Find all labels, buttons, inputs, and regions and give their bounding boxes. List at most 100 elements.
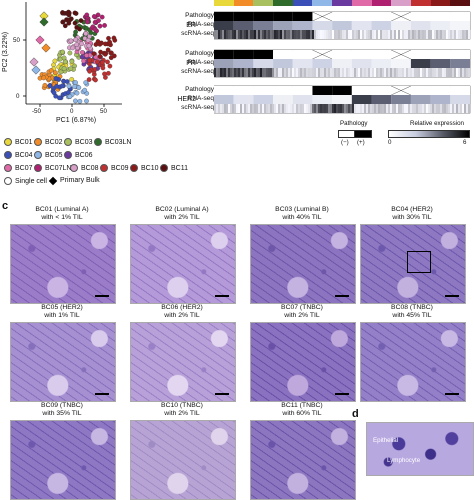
legend-swatch (4, 164, 12, 172)
scrna-seq-stripe (230, 68, 233, 77)
single-cell-point (79, 54, 85, 60)
sample-color-segment (312, 0, 333, 6)
scrna-seq-stripe (328, 104, 331, 113)
single-cell-point (64, 17, 69, 23)
scrna-seq-stripe (456, 68, 459, 77)
rna-seq-cell (410, 21, 431, 30)
rna-seq-cell (430, 95, 451, 104)
scrna-seq-stripe (404, 104, 407, 113)
scrna-seq-stripe (250, 68, 253, 77)
scrna-seq-stripe (324, 30, 327, 39)
scrna-seq-stripe (356, 104, 359, 113)
scrna-seq-stripe (362, 68, 365, 77)
scrna-seq-stripe (398, 30, 401, 39)
panel-d-letter: d (352, 408, 359, 420)
rna-seq-cell (273, 59, 293, 68)
scrna-seq-stripe (402, 68, 405, 77)
scrna-seq-stripe (416, 30, 419, 39)
scrna-seq-stripe (350, 104, 353, 113)
scrna-seq-stripe (392, 30, 395, 39)
x-tick-neg50: -50 (32, 108, 41, 115)
scrna-seq-stripe (310, 68, 313, 77)
single-cell-point (86, 77, 92, 82)
scrna-seq-stripe (274, 68, 277, 77)
scrna-seq-stripe (456, 104, 459, 113)
scrna-seq-stripe (380, 104, 383, 113)
scrna-seq-stripe (424, 30, 427, 39)
scrna-seq-stripe (316, 104, 319, 113)
scrna-seq-stripe (388, 68, 391, 77)
scrna-seq-stripe (404, 68, 407, 77)
scrna-seq-stripe (236, 104, 239, 113)
scrna-seq-stripe (232, 68, 235, 77)
sample-color-header (214, 0, 470, 6)
scrna-seq-stripe (272, 68, 275, 77)
scrna-seq-stripe (288, 104, 291, 113)
scrna-seq-stripe (246, 104, 249, 113)
scrna-seq-stripe (446, 68, 449, 77)
scrna-seq-stripe (270, 68, 273, 77)
scrna-seq-stripe (338, 68, 341, 77)
scrna-seq-stripe (452, 68, 455, 77)
scrna-seq-stripe (352, 104, 355, 113)
scrna-seq-stripe (334, 104, 337, 113)
scrna-seq-stripe (376, 104, 379, 113)
scrna-seq-stripe (322, 104, 325, 113)
scrna-seq-stripe (278, 68, 281, 77)
scrna-seq-stripe (276, 30, 279, 39)
single-cell-point (60, 19, 66, 25)
scrna-seq-stripe (410, 68, 413, 77)
scrna-seq-stripe (294, 68, 297, 77)
scrna-seq-stripe (318, 68, 321, 77)
scrna-seq-stripe (382, 68, 385, 77)
scrna-seq-stripe (396, 68, 399, 77)
scrna-seq-stripe (268, 104, 271, 113)
single-cell-point (112, 37, 118, 43)
single-cell-point (67, 50, 73, 56)
pathology-cell (332, 50, 352, 59)
scrna-seq-stripe (408, 30, 411, 39)
scrna-seq-stripe (330, 30, 333, 39)
scrna-seq-stripe (434, 68, 437, 77)
single-cell-point (107, 39, 113, 45)
scrna-seq-stripe (462, 104, 465, 113)
sample-color-segment (430, 0, 451, 6)
scrna-seq-stripe (314, 68, 317, 77)
legend-label: BC05 (45, 151, 63, 159)
scrna-seq-stripe (302, 30, 305, 39)
scrna-seq-stripe (228, 68, 231, 77)
scrna-seq-stripe (410, 30, 413, 39)
rna-seq-cell (233, 95, 254, 104)
single-cell-point (53, 76, 59, 81)
scrna-seq-stripe (302, 68, 305, 77)
pathology-cell (351, 12, 372, 21)
legend-label: BC07LN (45, 164, 72, 172)
single-cell-point (91, 14, 97, 19)
sample-color-segment (351, 0, 372, 6)
scrna-seq-stripe (364, 104, 367, 113)
scrna-seq-stripe (224, 68, 227, 77)
single-cell-point (83, 80, 89, 85)
scrna-seq-stripe (290, 30, 293, 39)
scrna-seq-stripe (296, 104, 299, 113)
single-cell-point (59, 83, 65, 89)
scrna-seq-stripe (292, 104, 295, 113)
scrna-seq-stripe (374, 30, 377, 39)
scrna-seq-stripe (460, 30, 463, 39)
scrna-seq-stripe (246, 30, 249, 39)
scrna-seq-stripe (450, 30, 453, 39)
scrna-seq-stripe (322, 68, 325, 77)
scrna-seq-stripe (448, 104, 451, 113)
scrna-seq-stripe (428, 68, 431, 77)
scrna-seq-stripe (244, 30, 247, 39)
scrna-seq-stripe (306, 104, 309, 113)
histology-caption-title: BC10 (TNBC) (161, 402, 203, 409)
pathology-cell (410, 50, 431, 59)
single-cell-point (66, 9, 71, 15)
histology-caption: BC02 (Luminal A) with 2% TIL (128, 206, 236, 222)
scrna-seq-stripe (238, 104, 241, 113)
row-label: RNA-seq (187, 59, 214, 66)
scrna-seq-stripe (454, 68, 457, 77)
rna-seq-cell (214, 95, 234, 104)
scrna-seq-stripe (428, 104, 431, 113)
